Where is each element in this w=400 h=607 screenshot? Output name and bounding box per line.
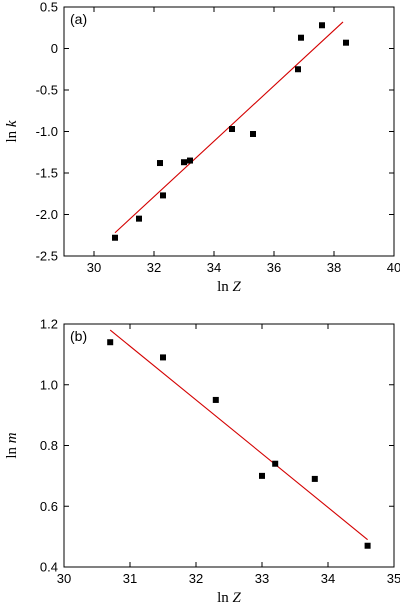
data-point <box>157 160 163 167</box>
x-tick-label: 33 <box>255 571 269 586</box>
x-tick-label: 30 <box>87 260 101 275</box>
chart-panel-1: 30 31 32 33 34 35 0.4 0.6 0.8 1.0 1.2 (b) ln Z ln m <box>4 317 400 607</box>
panel-label: (b) <box>70 328 87 344</box>
y-tick-label: -1.5 <box>36 166 58 181</box>
fit-line <box>109 329 368 541</box>
chart-panel-0: 30 32 34 36 38 40 -2.5 -2.0 -1.5 -1.0 -0.5 0 0.5 (a) l… <box>4 0 400 295</box>
x-tick-label: 35 <box>387 571 400 586</box>
y-tick-label: -2.0 <box>36 207 58 222</box>
y-tick-label: -2.5 <box>36 249 58 264</box>
y-tick-label: 0.5 <box>40 0 58 15</box>
x-tick-label: 31 <box>123 571 137 586</box>
data-point <box>272 460 279 467</box>
y-tick-label: 1.0 <box>40 377 58 392</box>
y-axis-title: ln m <box>4 432 20 458</box>
x-axis-title: ln Z <box>217 590 241 606</box>
y-tick-label: 0 <box>51 41 58 56</box>
data-point <box>343 39 349 46</box>
data-point <box>295 66 301 73</box>
data-point <box>311 475 318 482</box>
y-tick-label: 0.6 <box>40 499 58 514</box>
data-point <box>160 192 166 199</box>
panel-label: (a) <box>70 11 87 27</box>
y-tick-label: -0.5 <box>36 83 58 98</box>
data-point <box>298 34 304 41</box>
data-point <box>160 354 166 361</box>
y-tick-label: 1.2 <box>40 317 58 332</box>
data-point <box>259 472 265 479</box>
y-tick-label: 0.8 <box>40 438 58 453</box>
x-tick-label: 34 <box>207 260 221 275</box>
data-point <box>112 234 118 241</box>
data-point <box>229 126 235 133</box>
x-tick-label: 40 <box>387 260 400 275</box>
x-axis-title: ln Z <box>217 279 241 295</box>
x-tick-label: 32 <box>189 571 203 586</box>
x-tick-label: 30 <box>57 571 71 586</box>
data-point <box>136 215 142 222</box>
x-tick-label: 34 <box>321 571 335 586</box>
data-point <box>107 339 114 346</box>
data-point <box>364 542 371 549</box>
x-tick-label: 36 <box>267 260 281 275</box>
data-point <box>212 396 219 403</box>
data-point <box>250 130 256 137</box>
data-point <box>319 22 325 29</box>
x-tick-label: 32 <box>147 260 161 275</box>
y-axis-title: ln k <box>4 120 20 142</box>
y-tick-label: -1.0 <box>36 124 58 139</box>
x-tick-label: 38 <box>327 260 341 275</box>
y-tick-label: 0.4 <box>40 560 58 575</box>
data-point <box>181 159 187 166</box>
data-point <box>187 157 193 164</box>
